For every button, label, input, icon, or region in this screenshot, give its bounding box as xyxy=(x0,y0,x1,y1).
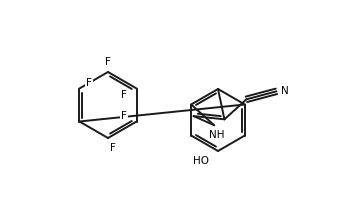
Text: NH: NH xyxy=(209,130,225,140)
Text: N: N xyxy=(281,86,288,96)
Text: F: F xyxy=(105,57,111,67)
Text: F: F xyxy=(121,110,126,120)
Text: F: F xyxy=(110,143,116,153)
Text: F: F xyxy=(121,90,126,99)
Text: HO: HO xyxy=(193,156,209,166)
Text: F: F xyxy=(87,77,92,88)
